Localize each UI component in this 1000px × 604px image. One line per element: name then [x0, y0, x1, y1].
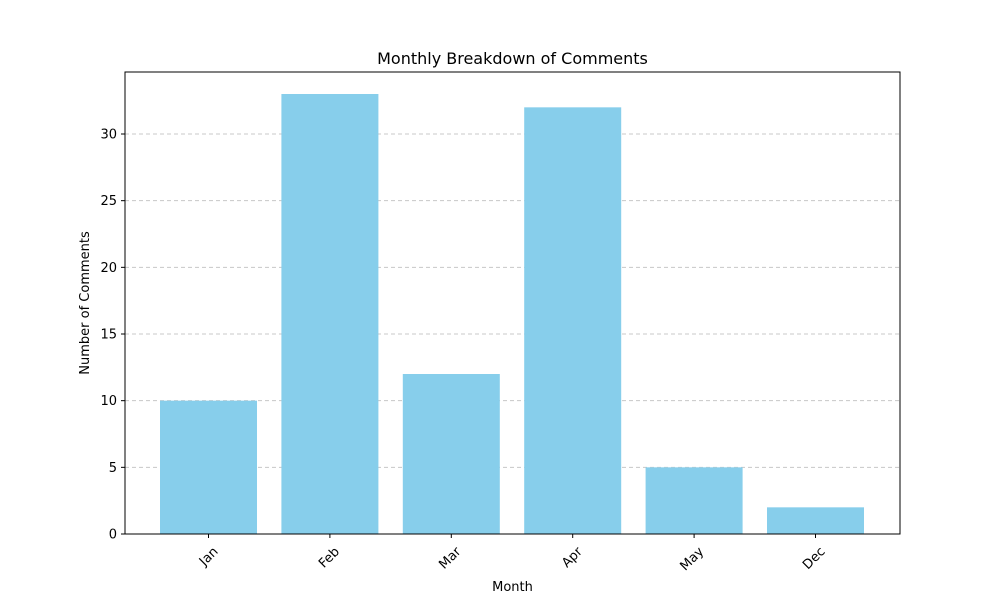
y-tick-label-5: 5 [109, 461, 117, 476]
x-tick-label-dec: Dec [800, 544, 828, 572]
y-tick-label-0: 0 [109, 528, 117, 543]
x-tick-label-jan: Jan [196, 544, 221, 569]
bar-dec [767, 507, 864, 534]
x-tick-label-mar: Mar [436, 544, 464, 572]
plot-area-frame [124, 71, 901, 535]
y-tick-label-25: 25 [100, 194, 117, 209]
x-tick-label-feb: Feb [316, 544, 343, 571]
bar-may [645, 467, 743, 534]
x-axis-label: Month [492, 580, 533, 595]
bar-apr [524, 107, 622, 534]
chart-title: Monthly Breakdown of Comments [377, 49, 648, 68]
y-tick-label-20: 20 [100, 261, 117, 276]
bar-mar [402, 374, 500, 534]
y-tick-label-10: 10 [100, 394, 117, 409]
y-tick-label-15: 15 [100, 328, 117, 343]
bar-feb [281, 94, 379, 534]
x-tick-label-apr: Apr [559, 544, 586, 571]
y-tick-label-30: 30 [100, 128, 117, 143]
y-axis-ticks: 0 5 10 15 20 25 30 [100, 128, 125, 543]
x-axis-ticks: Jan Feb Mar Apr May Dec [196, 534, 829, 574]
bar-jan [160, 400, 257, 534]
y-axis-label: Number of Comments [78, 231, 93, 375]
bars [160, 94, 864, 534]
x-tick-label-may: May [678, 544, 708, 574]
